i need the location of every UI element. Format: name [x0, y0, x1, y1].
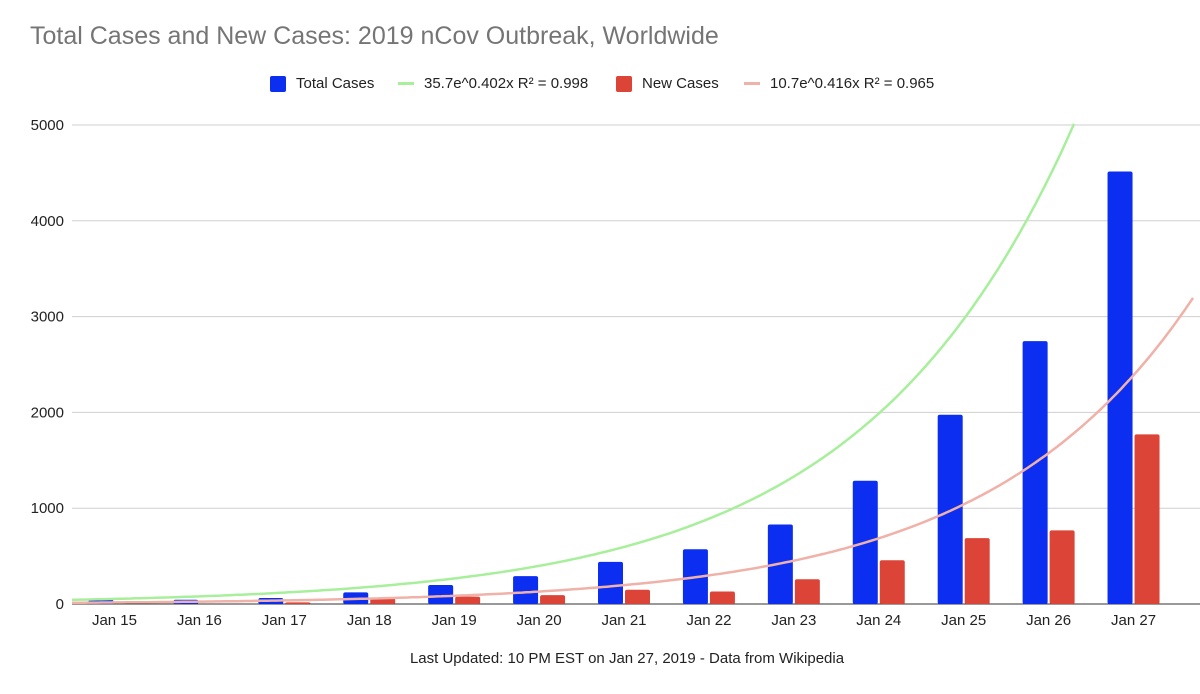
bar-total-cases [937, 414, 963, 604]
x-tick-label: Jan 24 [856, 612, 901, 629]
bar-new-cases [455, 596, 481, 604]
bar-new-cases [964, 538, 990, 604]
legend-swatch-new-cases [616, 75, 632, 92]
x-tick-label: Jan 25 [941, 612, 986, 629]
bar-new-cases [540, 595, 566, 604]
bar-new-cases [285, 602, 311, 604]
bar-total-cases [513, 576, 539, 604]
x-tick-label: Jan 16 [177, 612, 222, 629]
legend-swatch-total-cases [270, 75, 286, 92]
legend-label-total-cases: Total Cases [296, 75, 375, 92]
y-tick-label: 5000 [31, 117, 64, 134]
x-tick-label: Jan 17 [262, 612, 307, 629]
legend-label-total-trendline: 35.7e^0.402x R² = 0.998 [424, 75, 589, 92]
bar-new-cases [1134, 434, 1160, 604]
x-tick-label: Jan 18 [347, 612, 392, 629]
bar-total-cases [598, 561, 623, 604]
bar-new-cases [879, 560, 905, 604]
bar-total-cases [428, 585, 454, 604]
legend-label-new-trendline: 10.7e^0.416x R² = 0.965 [770, 75, 935, 92]
bar-new-cases [709, 591, 735, 604]
legend-item-new-cases[interactable]: New Cases [616, 75, 719, 92]
legend-item-total-trendline[interactable]: 35.7e^0.402x R² = 0.998 [398, 75, 588, 92]
bar-new-cases [794, 579, 820, 604]
legend-swatch-new-trendline [744, 82, 760, 85]
bar-new-cases [1049, 530, 1075, 604]
y-tick-label: 2000 [31, 404, 64, 421]
y-tick-label: 4000 [31, 213, 64, 230]
x-tick-label: Jan 26 [1026, 612, 1071, 629]
chart-title: Total Cases and New Cases: 2019 nCov Out… [30, 22, 719, 50]
x-tick-label: Jan 27 [1111, 612, 1156, 629]
bar-total-cases [1107, 171, 1133, 604]
legend-swatch-total-trendline [398, 82, 414, 85]
y-tick-label: 1000 [31, 500, 64, 517]
x-tick-label: Jan 19 [432, 612, 477, 629]
legend-label-new-cases: New Cases [642, 75, 719, 92]
trendline-new-cases [72, 297, 1195, 604]
y-tick-label: 0 [56, 596, 64, 613]
footer-note: Last Updated: 10 PM EST on Jan 27, 2019 … [409, 650, 845, 667]
y-tick-label: 3000 [31, 309, 64, 326]
x-tick-label: Jan 21 [601, 612, 646, 629]
trendline-total-cases [71, 123, 1076, 602]
x-tick-label: Jan 22 [686, 612, 731, 629]
x-tick-label: Jan 23 [771, 612, 816, 629]
x-tick-label: Jan 15 [92, 612, 137, 629]
bar-new-cases [625, 589, 650, 604]
bar-total-cases [1022, 341, 1048, 604]
legend-item-new-trendline[interactable]: 10.7e^0.416x R² = 0.965 [744, 75, 934, 92]
legend-item-total-cases[interactable]: Total Cases [270, 75, 374, 92]
x-tick-label: Jan 20 [517, 612, 562, 629]
bar-new-cases [370, 598, 396, 604]
